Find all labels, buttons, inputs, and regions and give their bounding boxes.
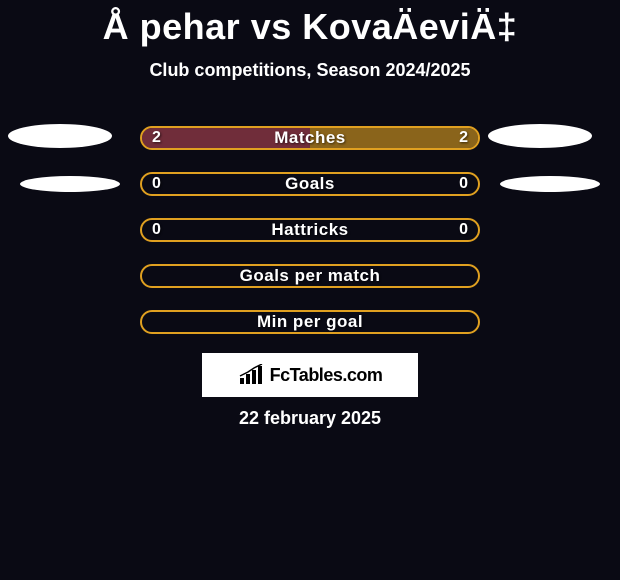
stat-row: Goals0 0: [0, 172, 620, 196]
stat-value-left: 0: [142, 174, 171, 194]
date-text: 22 february 2025: [0, 408, 620, 429]
stat-bar: Goals per match: [140, 264, 480, 288]
player-left-ellipse: [20, 176, 120, 192]
stat-value-right: 0: [449, 174, 478, 194]
stat-label: Matches: [142, 128, 478, 148]
player-right-ellipse: [488, 124, 592, 148]
stat-label: Goals: [142, 174, 478, 194]
stat-row: Hattricks0 0: [0, 218, 620, 242]
stat-row: Min per goal: [0, 310, 620, 334]
stat-bar: Hattricks0 0: [140, 218, 480, 242]
stat-bar: Matches2 2: [140, 126, 480, 150]
logo-text: FcTables.com: [270, 365, 383, 386]
player-right-ellipse: [500, 176, 600, 192]
stat-row: Goals per match: [0, 264, 620, 288]
player-left-ellipse: [8, 124, 112, 148]
stat-label: Min per goal: [142, 312, 478, 332]
bar-chart-icon: [238, 364, 264, 386]
stat-label: Goals per match: [142, 266, 478, 286]
stat-value-left: 0: [142, 220, 171, 240]
stat-value-right: 0: [449, 220, 478, 240]
page-title: Å pehar vs KovaÄeviÄ‡: [0, 0, 620, 48]
stat-value-left: 2: [142, 128, 171, 148]
stat-label: Hattricks: [142, 220, 478, 240]
stat-bar: Min per goal: [140, 310, 480, 334]
fctables-logo: FcTables.com: [202, 353, 418, 397]
stat-row: Matches2 2: [0, 126, 620, 150]
stat-bar: Goals0 0: [140, 172, 480, 196]
stat-value-right: 2: [449, 128, 478, 148]
page-subtitle: Club competitions, Season 2024/2025: [0, 60, 620, 81]
